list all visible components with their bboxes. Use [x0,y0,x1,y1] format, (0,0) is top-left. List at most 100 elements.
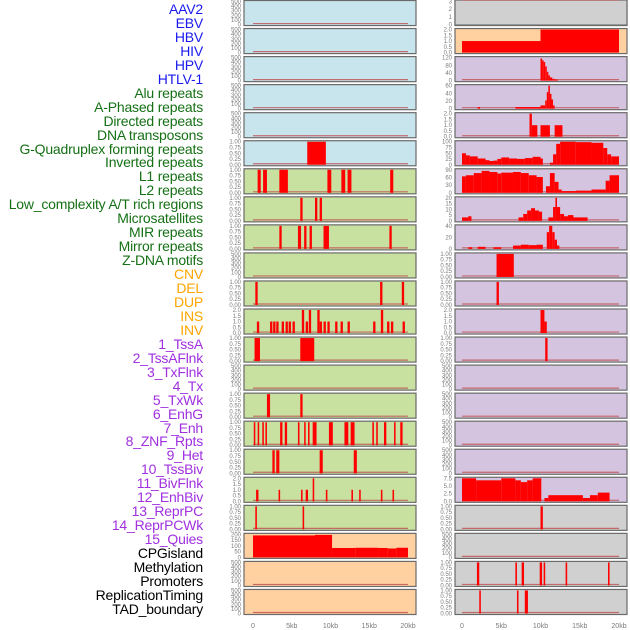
bar [535,210,539,221]
y-tick-label: 0 [238,583,242,589]
track-label: Microsatellites [117,210,203,227]
y-tick-label: 0.00 [440,527,452,533]
bar [280,422,283,446]
y-tick-label: 300 [442,429,453,435]
bar [323,225,329,249]
bar [489,171,498,193]
bar [383,422,387,446]
bar [328,422,333,446]
track-label: Z-DNA motifs [122,252,203,269]
bar [278,489,281,502]
y-tick-label: 0.75 [229,202,241,208]
bar [350,422,355,446]
bar [552,232,555,249]
bar [556,245,560,249]
subplot: 1.000.750.500.250.00 [229,336,417,365]
bar [501,172,514,193]
y-tick-label: 0.50 [229,207,241,213]
y-tick-label: 500 [442,364,453,370]
bar [256,321,260,334]
bar [462,478,477,502]
y-tick-label: 0.25 [229,297,241,303]
bar [309,225,312,249]
bar [554,181,559,193]
bar [380,489,383,502]
bar [285,321,288,334]
bar [376,422,378,446]
y-tick-label: 0.0 [233,499,242,505]
bar [497,158,502,165]
track-label: Mirror repeats [118,238,204,255]
bar [605,180,610,193]
bar [591,189,606,193]
y-tick-label: 300 [231,121,242,127]
subplot-background [243,55,417,83]
subplot: 7.5 5.0 2.50.0 [444,476,628,505]
y-tick-label: 2.0 [233,308,242,314]
bar [462,217,469,221]
y-tick-label: 0.25 [229,409,241,415]
y-tick-label: 0.75 [440,286,452,292]
bar [387,321,390,334]
bar [327,169,332,193]
y-tick-label: 3 [449,0,453,6]
bar [531,208,536,221]
y-tick-label: 0.50 [229,460,241,466]
y-tick-label: 0.50 [229,291,241,297]
y-tick-label: 200 [231,574,242,580]
bar [262,422,264,446]
y-tick-label: 500 [231,28,242,34]
track-label: ReplicationTiming [95,586,204,603]
y-tick-label: 500 [442,420,453,426]
y-tick-label: 0.00 [440,612,452,618]
y-tick-label: 0 [238,555,242,561]
y-tick-label: 0.00 [440,275,452,281]
bar [496,253,514,277]
y-tick-label: 0 [238,387,242,393]
bar [539,562,543,586]
bar [532,478,542,502]
bar [548,495,583,502]
bar [518,217,524,221]
y-tick-label: 0.75 [440,258,452,264]
y-tick-label: 0 [449,191,453,197]
y-tick-label: 40 [445,91,452,97]
y-tick-label: 0.50 [440,516,452,522]
bar [284,422,288,446]
y-tick-label: 0.25 [229,353,241,359]
bar [607,154,612,165]
bar [347,169,352,193]
track-label: CPGisland [137,545,203,562]
subplot-background [243,448,417,475]
bar [281,321,284,334]
y-tick-label: 30 [445,183,452,189]
bar [292,321,295,334]
y-tick-label: 0.0 [444,51,453,57]
bar [520,107,541,109]
y-tick-label: 100 [442,551,453,557]
subplot-background [243,308,417,335]
y-tick-label: 0.75 [229,454,241,460]
bar [344,422,349,446]
bar [544,497,549,502]
bar [400,422,403,446]
bar [536,244,543,249]
subplot-background [454,392,628,419]
bar [276,321,279,334]
bar [551,99,554,109]
bar [538,211,543,221]
y-tick-label: 0.50 [229,432,241,438]
y-tick-label: 0.0 [444,331,453,337]
y-tick-label: 50 [234,550,241,556]
bar [401,281,405,305]
bar [476,480,502,502]
y-tick-label: 0.75 [440,510,452,516]
y-tick-label: 0.50 [440,572,452,578]
bar [256,489,259,502]
subplot: 2.01.51.00.50.0 [233,308,417,337]
bar [548,217,554,221]
